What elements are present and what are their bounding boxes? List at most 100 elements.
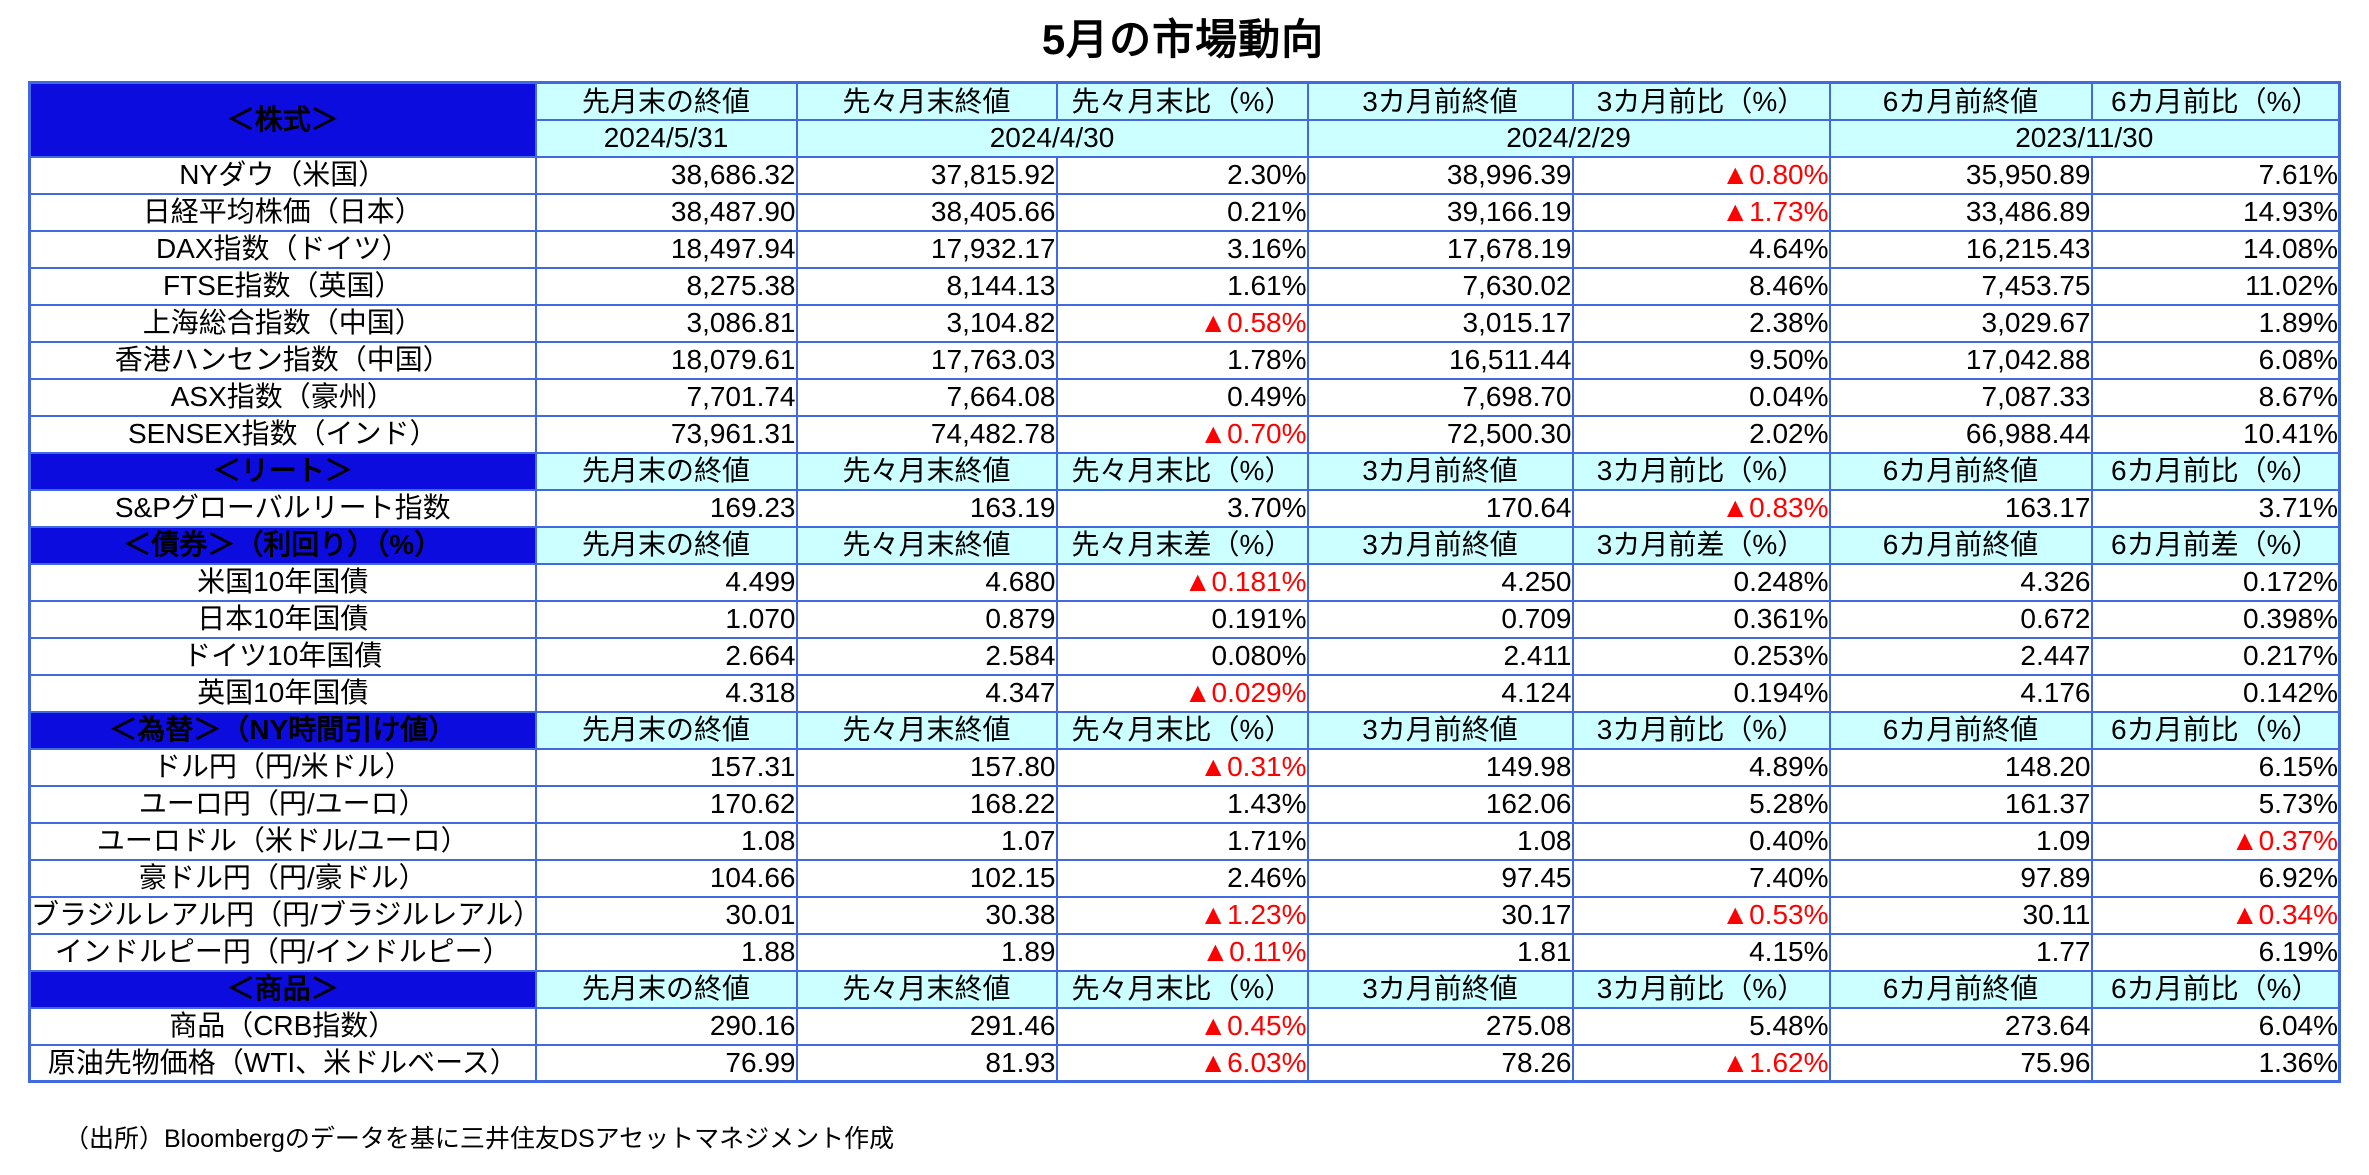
column-header-cell: 6カ月前終値 bbox=[1828, 710, 2093, 750]
value-cell: 39,166.19 bbox=[1306, 192, 1574, 232]
column-header-cell: 先々月末終値 bbox=[795, 451, 1058, 491]
table-row: 日経平均株価（日本） 38,487.90 38,405.66 0.21% 39,166.… bbox=[28, 192, 2341, 232]
value-cell: 7,630.02 bbox=[1306, 266, 1574, 306]
column-header-cell: 3カ月前比（%） bbox=[1571, 451, 1831, 491]
column-header-cell: 3カ月前比（%） bbox=[1571, 81, 1831, 121]
section-header-row-1: ＜リート＞ 先月末の終値 先々月末終値 先々月末比（%） 3カ月前終値 3カ月前比（%） 6… bbox=[28, 451, 2341, 491]
table-row: ドイツ10年国債 2.664 2.584 0.080% 2.411 0.253% 2.447… bbox=[28, 636, 2341, 676]
value-cell: 1.36% bbox=[2090, 1043, 2341, 1083]
section-header-row-0: ＜株式＞ 先月末の終値 先々月末終値 先々月末比（%） 3カ月前終値 3カ月前比（%） 6カ… bbox=[28, 81, 2341, 158]
value-cell: 0.191% bbox=[1055, 599, 1309, 639]
value-cell: 290.16 bbox=[534, 1006, 798, 1046]
column-header-cell: 3カ月前比（%） bbox=[1571, 969, 1831, 1009]
value-cell: 1.09 bbox=[1828, 821, 2093, 861]
row-label-cell: 英国10年国債 bbox=[28, 673, 537, 713]
value-cell: 74,482.78 bbox=[795, 414, 1058, 454]
value-cell: 4.124 bbox=[1306, 673, 1574, 713]
value-cell: 0.40% bbox=[1571, 821, 1831, 861]
value-cell: 8,275.38 bbox=[534, 266, 798, 306]
row-label-cell: 香港ハンセン指数（中国） bbox=[28, 340, 537, 380]
value-cell: 38,405.66 bbox=[795, 192, 1058, 232]
value-cell: 17,042.88 bbox=[1828, 340, 2093, 380]
value-cell: 18,497.94 bbox=[534, 229, 798, 269]
value-cell: 6.92% bbox=[2090, 858, 2341, 898]
value-cell: 97.89 bbox=[1828, 858, 2093, 898]
value-cell: 73,961.31 bbox=[534, 414, 798, 454]
row-label-cell: 豪ドル円（円/豪ドル） bbox=[28, 858, 537, 898]
value-cell: 7,701.74 bbox=[534, 377, 798, 417]
value-cell: 104.66 bbox=[534, 858, 798, 898]
value-cell: ▲0.53% bbox=[1571, 895, 1831, 935]
value-cell: 38,686.32 bbox=[534, 155, 798, 195]
value-cell: 0.361% bbox=[1571, 599, 1831, 639]
column-header-cell: 6カ月前比（%） bbox=[2090, 81, 2341, 121]
table-row: 日本10年国債 1.070 0.879 0.191% 0.709 0.361% 0.672 0… bbox=[28, 599, 2341, 639]
date-cell: 2024/5/31 bbox=[534, 118, 798, 158]
value-cell: 4.499 bbox=[534, 562, 798, 602]
column-header-cell: 先々月末比（%） bbox=[1055, 81, 1309, 121]
table-row: ASX指数（豪州） 7,701.74 7,664.08 0.49% 7,698.70 0.… bbox=[28, 377, 2341, 417]
table-row: NYダウ（米国） 38,686.32 37,815.92 2.30% 38,996.39… bbox=[28, 155, 2341, 195]
value-cell: ▲0.70% bbox=[1055, 414, 1309, 454]
date-cell: 2023/11/30 bbox=[1828, 118, 2341, 158]
section-name-cell: ＜債券＞（利回り）（%） bbox=[28, 525, 537, 565]
value-cell: 1.43% bbox=[1055, 784, 1309, 824]
value-cell: ▲1.73% bbox=[1571, 192, 1831, 232]
value-cell: 0.172% bbox=[2090, 562, 2341, 602]
table-row: ドル円（円/米ドル） 157.31 157.80 ▲0.31% 149.98 4.89% 1… bbox=[28, 747, 2341, 787]
row-label-cell: 原油先物価格（WTI、米ドルベース） bbox=[28, 1043, 537, 1083]
value-cell: 8.67% bbox=[2090, 377, 2341, 417]
value-cell: 30.11 bbox=[1828, 895, 2093, 935]
column-header-cell: 6カ月前終値 bbox=[1828, 525, 2093, 565]
value-cell: ▲0.029% bbox=[1055, 673, 1309, 713]
value-cell: ▲1.23% bbox=[1055, 895, 1309, 935]
table-row: ブラジルレアル円（円/ブラジルレアル） 30.01 30.38 ▲1.23% 30.17… bbox=[28, 895, 2341, 935]
value-cell: 7.40% bbox=[1571, 858, 1831, 898]
value-cell: 35,950.89 bbox=[1828, 155, 2093, 195]
column-header-cell: 先々月末終値 bbox=[795, 81, 1058, 121]
row-label-cell: 商品（CRB指数） bbox=[28, 1006, 537, 1046]
column-header-cell: 3カ月前終値 bbox=[1306, 710, 1574, 750]
value-cell: 3.71% bbox=[2090, 488, 2341, 528]
value-cell: 66,988.44 bbox=[1828, 414, 2093, 454]
section-header-row-2: ＜債券＞（利回り）（%） 先月末の終値 先々月末終値 先々月末差（%） 3カ月前終値 3カ… bbox=[28, 525, 2341, 565]
value-cell: 0.04% bbox=[1571, 377, 1831, 417]
value-cell: 0.248% bbox=[1571, 562, 1831, 602]
column-header-cell: 先月末の終値 bbox=[534, 81, 798, 121]
column-header-cell: 先々月末終値 bbox=[795, 525, 1058, 565]
column-header-cell: 6カ月前比（%） bbox=[2090, 969, 2341, 1009]
value-cell: 1.71% bbox=[1055, 821, 1309, 861]
value-cell: 3,104.82 bbox=[795, 303, 1058, 343]
value-cell: 6.08% bbox=[2090, 340, 2341, 380]
value-cell: ▲0.181% bbox=[1055, 562, 1309, 602]
value-cell: 16,511.44 bbox=[1306, 340, 1574, 380]
value-cell: ▲0.45% bbox=[1055, 1006, 1309, 1046]
row-label-cell: S&Pグローバルリート指数 bbox=[28, 488, 537, 528]
value-cell: 2.30% bbox=[1055, 155, 1309, 195]
table-row: S&Pグローバルリート指数 169.23 163.19 3.70% 170.64 ▲0.8… bbox=[28, 488, 2341, 528]
row-label-cell: 日経平均株価（日本） bbox=[28, 192, 537, 232]
value-cell: 0.21% bbox=[1055, 192, 1309, 232]
value-cell: 0.217% bbox=[2090, 636, 2341, 676]
value-cell: 38,996.39 bbox=[1306, 155, 1574, 195]
table-row: DAX指数（ドイツ） 18,497.94 17,932.17 3.16% 17,678.… bbox=[28, 229, 2341, 269]
value-cell: 76.99 bbox=[534, 1043, 798, 1083]
value-cell: 2.664 bbox=[534, 636, 798, 676]
value-cell: 4.347 bbox=[795, 673, 1058, 713]
section-name-cell: ＜リート＞ bbox=[28, 451, 537, 491]
value-cell: ▲0.83% bbox=[1571, 488, 1831, 528]
value-cell: 6.19% bbox=[2090, 932, 2341, 972]
value-cell: 4.680 bbox=[795, 562, 1058, 602]
column-header-cell: 先々月末終値 bbox=[795, 710, 1058, 750]
value-cell: 2.02% bbox=[1571, 414, 1831, 454]
row-label-cell: ドイツ10年国債 bbox=[28, 636, 537, 676]
column-header-cell: 先々月末比（%） bbox=[1055, 969, 1309, 1009]
value-cell: 163.17 bbox=[1828, 488, 2093, 528]
value-cell: 16,215.43 bbox=[1828, 229, 2093, 269]
table-row: 商品（CRB指数） 290.16 291.46 ▲0.45% 275.08 5.48% 27… bbox=[28, 1006, 2341, 1046]
value-cell: 3.16% bbox=[1055, 229, 1309, 269]
value-cell: 170.62 bbox=[534, 784, 798, 824]
value-cell: 97.45 bbox=[1306, 858, 1574, 898]
column-header-cell: 3カ月前終値 bbox=[1306, 81, 1574, 121]
value-cell: 0.672 bbox=[1828, 599, 2093, 639]
